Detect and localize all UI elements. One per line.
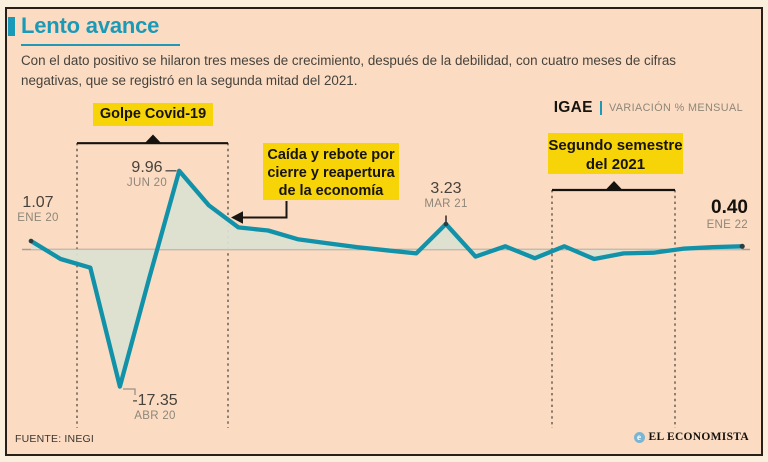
left-arrowhead-icon [231,211,243,224]
callout-abr20: -17.35 ABR 20 [122,392,188,423]
callout-abr20-month: ABR 20 [134,410,176,422]
area-fill [31,170,743,387]
series-unit: VARIACIÓN % MENSUAL [609,102,743,114]
chart-panel-frame [5,7,763,456]
callout-jun20: 9.96 JUN 20 [117,159,177,190]
el-economista-icon: e [633,431,645,443]
rebound-annotation-box: Caída y rebote por cierre y reapertura d… [263,143,399,200]
trough-callout-elbow [123,388,136,395]
callout-ene22: 0.40 ENE 22 [682,197,748,232]
series-name: IGAE [553,99,593,116]
rebound-point-dot [443,221,449,227]
covid-bracket-triangle-icon [144,134,162,144]
title-accent-block [7,17,15,36]
series-header: IGAE VARIACIÓN % MENSUAL [554,99,743,117]
callout-mar21-month: MAR 21 [424,198,468,210]
callout-ene22-value: 0.40 [711,197,748,218]
callout-ene22-month: ENE 22 [706,219,748,231]
publisher-name: EL ECONOMISTA [648,431,749,443]
callout-ene20-month: ENE 20 [17,212,59,224]
igae-series-line [28,168,745,389]
chart-subtitle: Con el dato positivo se hilaron tres mes… [21,53,677,88]
callout-jun20-month: JUN 20 [126,177,168,189]
source-credit: FUENTE: INEGI [15,433,95,445]
callout-abr20-value: -17.35 [132,392,178,409]
callout-ene20-value: 1.07 [22,194,54,211]
semester-bracket-triangle-icon [605,181,623,191]
covid-annotation-box: Golpe Covid-19 [93,103,213,126]
semester-annotation-box: Segundo semestre del 2021 [548,133,683,174]
title-underline [21,44,180,46]
callout-mar21-value: 3.23 [430,180,462,197]
callout-jun20-value: 9.96 [131,159,163,176]
publisher-logo: e EL ECONOMISTA [633,431,750,443]
start-point-dot [28,238,34,244]
rebound-box-connector [243,201,288,219]
page-title: Lento avance [21,13,160,38]
callout-mar21: 3.23 MAR 21 [416,180,476,211]
callout-ene20: 1.07 ENE 20 [8,194,68,225]
end-point-dot [739,243,745,249]
series-header-divider [599,101,602,115]
